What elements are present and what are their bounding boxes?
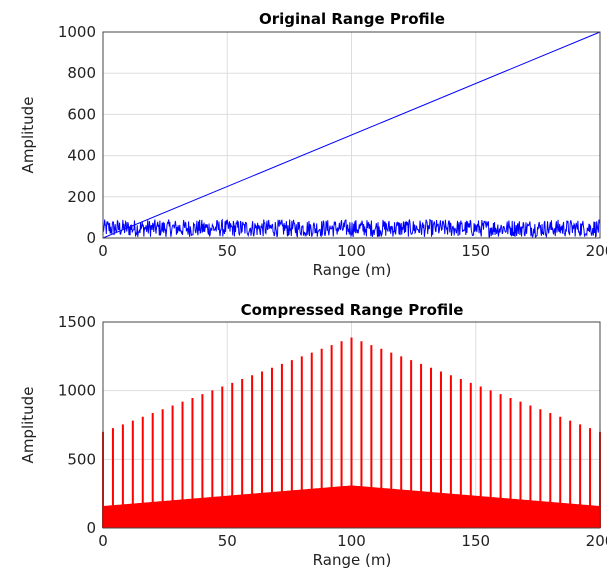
plot-frame [102, 31, 601, 239]
compressed-range-profile-chart: Compressed Range Profile 0 50 100 150 200 0 5… [19, 301, 607, 569]
y-tick-label: 0 [86, 519, 96, 537]
x-tick-label: 200 [586, 532, 607, 550]
y-axis: 0 200 400 600 800 1000 [58, 23, 96, 247]
x-tick-label: 100 [337, 532, 366, 550]
y-tick-label: 800 [67, 64, 96, 82]
chart-title: Compressed Range Profile [241, 301, 464, 319]
y-axis: 0 500 1000 1500 [58, 313, 96, 537]
y-tick-label: 200 [67, 188, 96, 206]
x-tick-label: 150 [461, 242, 490, 260]
series-line [102, 31, 601, 239]
y-tick-label: 1500 [58, 313, 96, 331]
x-axis-label: Range (m) [313, 261, 392, 279]
x-axis: 0 50 100 150 200 [98, 532, 607, 550]
noise-series [102, 218, 601, 239]
y-tick-label: 1000 [58, 23, 96, 41]
x-axis-label: Range (m) [313, 551, 392, 569]
x-axis: 0 50 100 150 200 [98, 242, 607, 260]
x-tick-label: 0 [98, 242, 108, 260]
y-tick-label: 0 [86, 229, 96, 247]
plot-area [102, 31, 601, 239]
x-tick-label: 200 [586, 242, 607, 260]
plot-area [102, 337, 601, 528]
x-tick-label: 0 [98, 532, 108, 550]
x-tick-label: 50 [218, 532, 237, 550]
y-axis-label: Amplitude [19, 387, 37, 464]
x-tick-label: 50 [218, 242, 237, 260]
x-tick-label: 150 [461, 532, 490, 550]
y-tick-label: 500 [67, 450, 96, 468]
y-tick-label: 1000 [58, 382, 96, 400]
y-tick-label: 600 [67, 105, 96, 123]
x-tick-label: 100 [337, 242, 366, 260]
y-tick-label: 400 [67, 147, 96, 165]
chart-title: Original Range Profile [259, 10, 445, 28]
plot-frame [102, 321, 601, 529]
original-range-profile-chart: Original Range Profile 0 50 100 150 200 0 200… [19, 10, 607, 279]
y-axis-label: Amplitude [19, 97, 37, 174]
